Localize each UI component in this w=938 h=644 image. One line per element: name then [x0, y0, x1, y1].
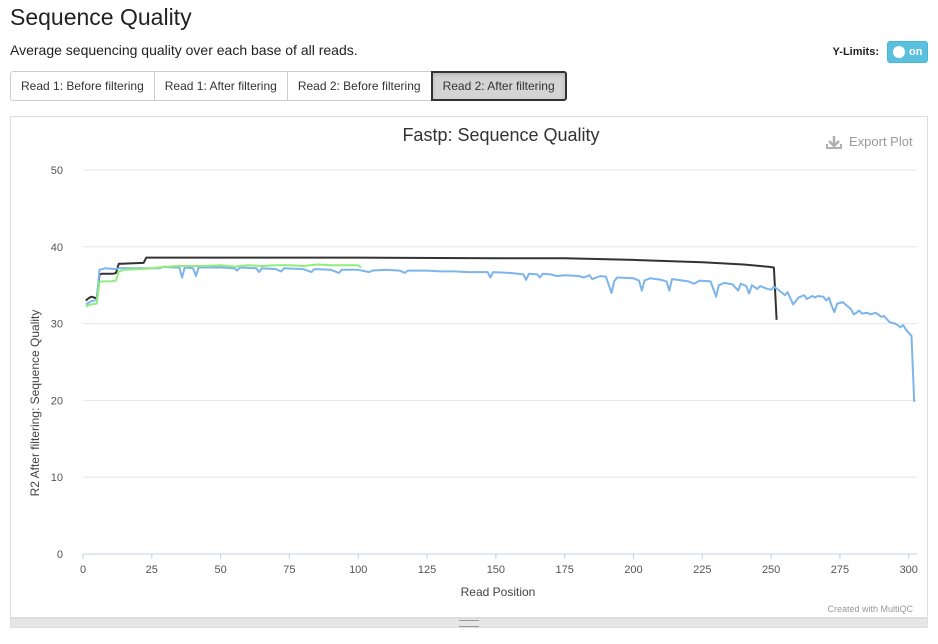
x-axis-label: Read Position	[461, 585, 536, 599]
plot-resize-handle[interactable]	[10, 618, 928, 628]
y-limits-label: Y-Limits:	[832, 46, 879, 58]
y-limits-control: Y-Limits: on	[833, 41, 928, 63]
x-tick-label: 200	[624, 564, 642, 576]
x-tick-label: 250	[762, 564, 780, 576]
x-tick-label: 150	[487, 564, 505, 576]
toggle-state-text: on	[909, 46, 923, 58]
x-tick-label: 175	[556, 564, 574, 576]
x-tick-label: 50	[214, 564, 226, 576]
x-tick-label: 100	[349, 564, 367, 576]
y-axis-label: R2 After filtering: Sequence Quality	[28, 310, 42, 497]
multiqc-credit: Created with MultiQC	[827, 604, 913, 614]
grip-icon	[459, 619, 479, 627]
series-line-2[interactable]	[85, 263, 362, 308]
plot-container: Fastp: Sequence Quality Export Plot 0 10 2…	[10, 116, 928, 618]
x-tick-label: 300	[900, 564, 918, 576]
y-tick-label: 0	[57, 549, 63, 561]
tab-read2-after[interactable]: Read 2: After filtering	[430, 71, 567, 101]
toggle-knob	[893, 46, 905, 58]
y-limits-toggle[interactable]: on	[887, 41, 928, 63]
dataset-tabs: Read 1: Before filtering Read 1: After f…	[10, 71, 567, 101]
section-description: Average sequencing quality over each bas…	[10, 42, 358, 58]
y-tick-labels: 0 10 20 30 40 50	[51, 165, 63, 561]
tab-read1-after[interactable]: Read 1: After filtering	[153, 71, 288, 101]
x-tick-label: 0	[80, 564, 86, 576]
y-tick-label: 20	[51, 395, 63, 407]
chart-title: Fastp: Sequence Quality	[402, 125, 599, 145]
download-icon	[826, 136, 842, 149]
tab-read2-before[interactable]: Read 2: Before filtering	[286, 71, 432, 101]
series-lines	[85, 256, 916, 402]
series-line-1[interactable]	[85, 265, 916, 402]
y-tick-label: 40	[51, 242, 63, 254]
export-plot-button[interactable]: Export Plot	[826, 134, 913, 149]
y-tick-label: 30	[51, 319, 63, 331]
x-tick-label: 225	[693, 564, 711, 576]
y-tick-label: 10	[51, 472, 63, 484]
export-plot-label: Export Plot	[849, 134, 913, 149]
grid-lines	[82, 169, 917, 559]
line-chart: Fastp: Sequence Quality Export Plot 0 10 2…	[28, 125, 918, 614]
x-tick-labels: 0 25 50 75 100 125 150 175 200 225 250 275 300	[80, 564, 918, 576]
x-tick-label: 275	[831, 564, 849, 576]
x-tick-label: 75	[283, 564, 295, 576]
y-tick-label: 50	[51, 165, 63, 177]
page-title: Sequence Quality	[10, 4, 192, 30]
x-tick-label: 25	[146, 564, 158, 576]
tab-read1-before[interactable]: Read 1: Before filtering	[10, 71, 155, 101]
series-line-0[interactable]	[85, 256, 778, 320]
x-tick-label: 125	[418, 564, 436, 576]
